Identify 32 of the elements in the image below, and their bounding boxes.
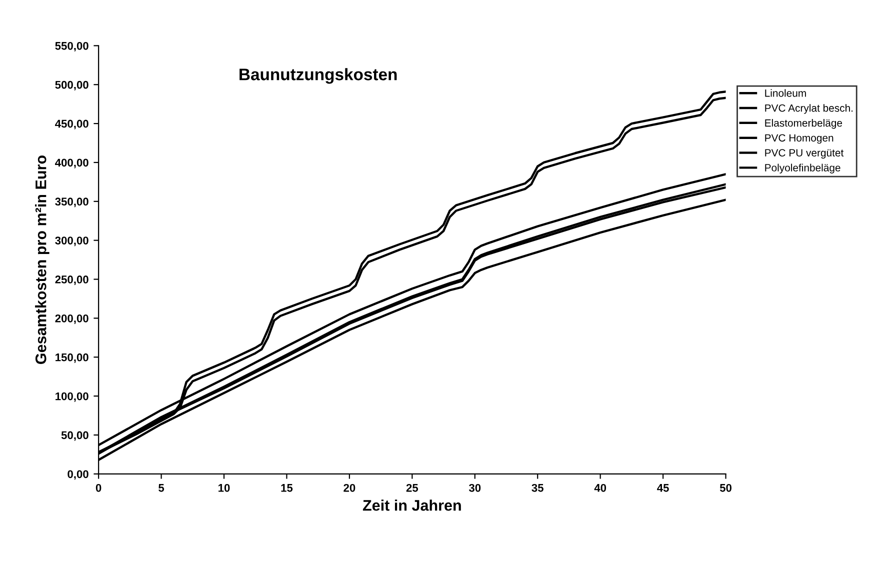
y-tick-label: 100,00 [56,392,88,402]
y-tick-label: 450,00 [55,120,88,130]
y-tick-label: 200,00 [55,314,88,324]
y-axis-title: Gesamtkosten pro m²in Euro [35,156,50,364]
y-tick-label: 500,00 [55,80,88,90]
x-tick-label: 0 [96,484,102,492]
x-tick-label: 20 [344,484,356,492]
legend-label: PVC Acrylat besch. [765,104,853,114]
y-tick-label: 150,00 [56,353,88,363]
legend-label: Polyolefinbeläge [765,164,840,174]
x-tick-label: 35 [532,484,544,492]
y-tick-label: 0,00 [68,470,88,480]
x-tick-label: 15 [281,484,293,492]
legend-label: PVC PU vergütet [765,149,844,159]
y-tick-label: 350,00 [55,198,88,208]
x-tick-label: 10 [218,484,230,492]
legend-label: Linoleum [765,89,806,97]
x-tick-label: 50 [720,484,732,492]
x-tick-label: 25 [406,484,418,492]
x-tick-label: 40 [594,484,606,492]
y-tick-label: 550,00 [55,42,88,52]
x-tick-label: 30 [468,484,481,492]
y-tick-label: 400,00 [55,158,88,168]
legend-label: Elastomerbeläge [765,119,842,129]
x-axis-title: Zeit in Jahren [362,500,461,511]
y-tick-label: 300,00 [55,236,88,246]
y-tick-label: 50,00 [61,431,88,441]
legend-label: PVC Homogen [765,134,834,144]
y-tick-label: 250,00 [55,276,88,286]
x-tick-label: 45 [657,484,669,492]
text: Baunutzungskosten [240,68,397,84]
x-tick-label: 5 [158,484,164,492]
